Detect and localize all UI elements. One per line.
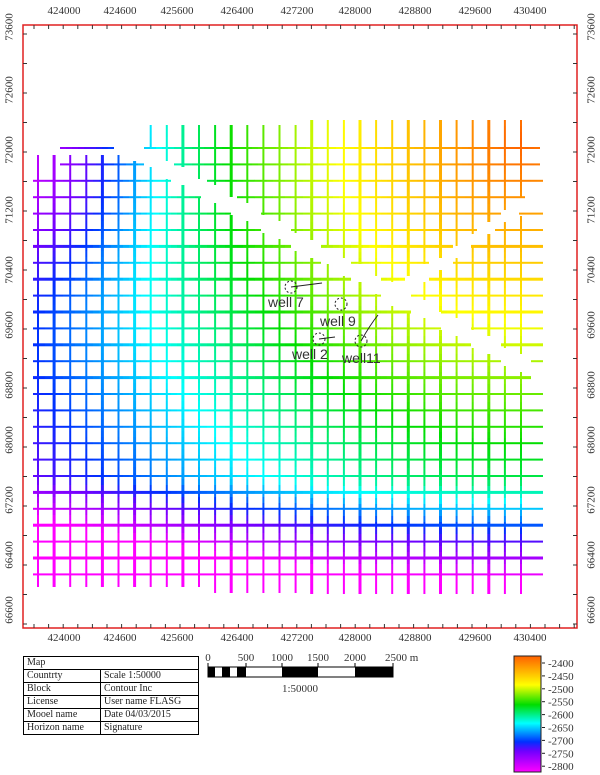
info-table: Map Countrty Scale 1:50000 Block Contour I…	[23, 656, 199, 735]
x-tick-label: 425600	[161, 5, 195, 17]
info-key: Horizon name	[23, 721, 101, 735]
well-2[interactable]: well 2	[291, 332, 336, 362]
x-tick-label: 428800	[399, 5, 433, 17]
well-7[interactable]: well 7	[267, 280, 323, 310]
y-tick-label: 67200	[4, 486, 16, 514]
scale-label: 1500	[307, 652, 330, 664]
info-key: Block	[23, 682, 101, 696]
y-tick-label: 69600	[4, 311, 16, 339]
well-9[interactable]: well 9	[319, 297, 356, 329]
scale-text: 1:50000	[282, 683, 319, 695]
well-label: well 2	[291, 346, 328, 362]
x-tick-label: 430400	[514, 5, 548, 17]
y-tick-label: 70400	[4, 256, 16, 284]
y-tick-label: 67200	[586, 486, 598, 514]
y-tick-label: 66400	[4, 541, 16, 569]
y-tick-label: 66600	[586, 596, 598, 624]
y-tick-label: 66600	[4, 596, 16, 624]
y-tick-label: 71200	[586, 196, 598, 224]
x-tick-label: 427200	[281, 5, 315, 17]
map-frame	[22, 24, 578, 629]
y-tick-label: 71200	[4, 196, 16, 224]
y-tick-label: 68800	[4, 371, 16, 399]
frame-ticks	[23, 25, 577, 628]
x-tick-label: 426400	[221, 5, 255, 17]
info-key: License	[23, 695, 101, 709]
well-11[interactable]: well11	[341, 314, 381, 366]
legend-label: -2750	[548, 748, 574, 760]
y-tick-label: 68800	[586, 371, 598, 399]
y-tick-label: 68000	[4, 426, 16, 454]
scale-label: 0	[205, 652, 211, 664]
well-label: well11	[341, 350, 381, 366]
x-tick-label: 424600	[104, 5, 138, 17]
x-tick-label: 424600	[104, 632, 138, 644]
info-value: User name FLASG	[100, 695, 199, 709]
y-tick-label: 72000	[586, 136, 598, 164]
scale-label: 2000	[344, 652, 367, 664]
legend-label: -2650	[548, 723, 574, 735]
x-tick-label: 428000	[339, 5, 373, 17]
y-tick-label: 70400	[586, 256, 598, 284]
legend-label: -2400	[548, 658, 574, 670]
well-label: well 7	[267, 294, 304, 310]
seismic-lines	[33, 120, 543, 594]
y-tick-label: 68000	[586, 426, 598, 454]
info-title: Map	[23, 656, 199, 670]
scale-label: 500	[238, 652, 255, 664]
y-tick-label: 73600	[4, 13, 16, 41]
x-tick-label: 429600	[459, 632, 493, 644]
legend-label: -2700	[548, 735, 574, 747]
well-label: well 9	[319, 313, 356, 329]
info-value: Signature	[100, 721, 199, 735]
color-legend: -2400-2450-2500-2550-2600-2650-2700-2750…	[513, 655, 574, 773]
y-tick-label: 72600	[586, 76, 598, 104]
info-value: Scale 1:50000	[100, 669, 199, 683]
y-tick-label: 73600	[586, 13, 598, 41]
x-tick-label: 425600	[161, 632, 195, 644]
x-tick-label: 426400	[221, 632, 255, 644]
x-tick-label: 424000	[48, 5, 82, 17]
scale-label: 2500 m	[385, 652, 419, 664]
scale-bar: 0 500 1000 1500 2000 2500 m 1:50000	[205, 652, 419, 695]
y-tick-label: 66400	[586, 541, 598, 569]
legend-label: -2450	[548, 671, 574, 683]
y-tick-label: 69600	[586, 311, 598, 339]
x-tick-label: 428000	[339, 632, 373, 644]
y-tick-label: 72000	[4, 136, 16, 164]
x-tick-label: 430400	[514, 632, 548, 644]
scale-label: 1000	[271, 652, 294, 664]
x-tick-label: 427200	[281, 632, 315, 644]
legend-label: -2550	[548, 697, 574, 709]
legend-label: -2600	[548, 710, 574, 722]
info-key: Countrty	[23, 669, 101, 683]
legend-label: -2800	[548, 761, 574, 773]
info-value: Contour Inc	[100, 682, 199, 696]
info-key: Mooel name	[23, 708, 101, 722]
x-tick-label: 424000	[48, 632, 82, 644]
legend-label: -2500	[548, 684, 574, 696]
info-value: Date 04/03/2015	[100, 708, 199, 722]
x-tick-label: 429600	[459, 5, 493, 17]
x-tick-label: 428800	[399, 632, 433, 644]
y-tick-label: 72600	[4, 76, 16, 104]
